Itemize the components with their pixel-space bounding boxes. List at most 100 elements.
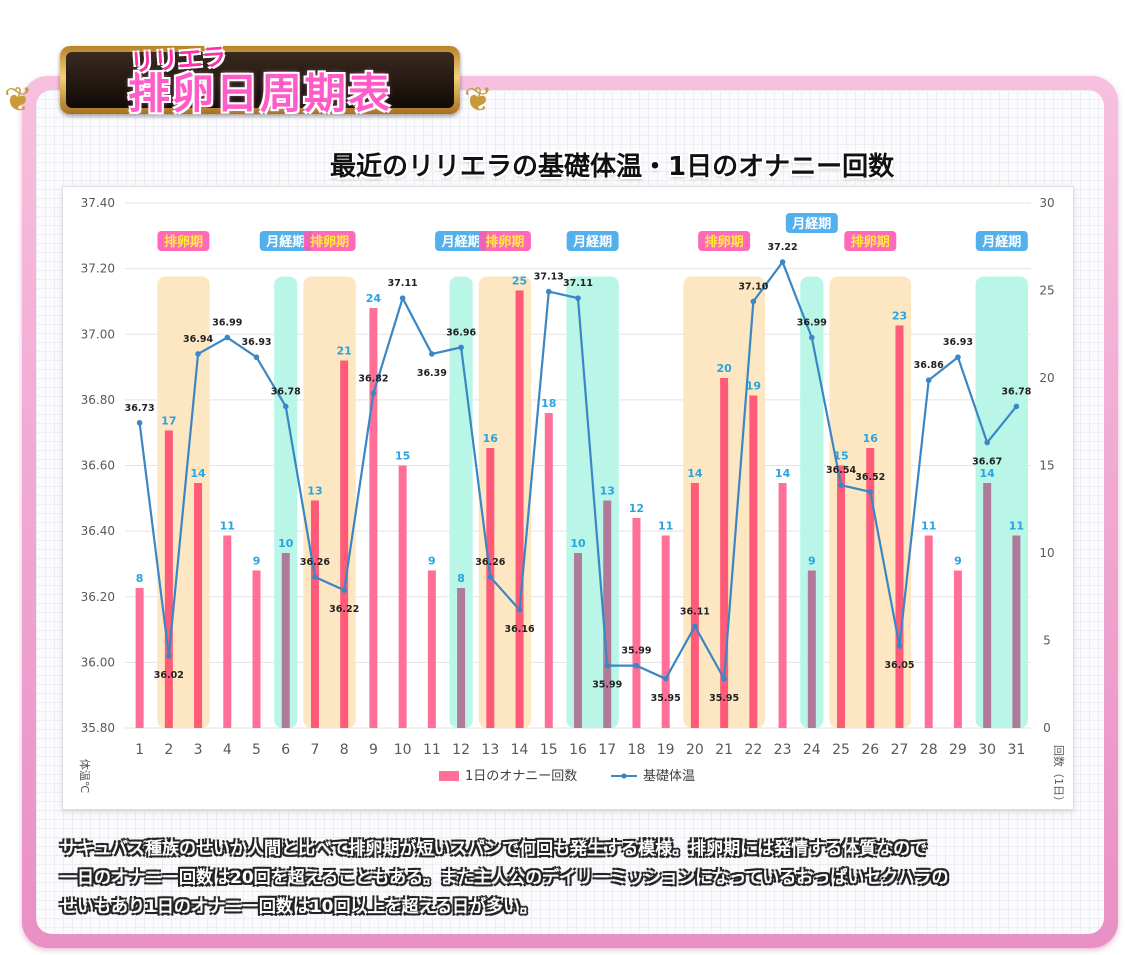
period-tag: 排卵期 (310, 234, 349, 250)
period-tag-bg (157, 231, 210, 251)
x-tick: 5 (252, 742, 261, 758)
x-tick: 16 (569, 742, 587, 758)
x-tick: 24 (803, 742, 821, 758)
period-tag-bg (566, 231, 619, 251)
temperature-point (984, 439, 990, 446)
x-tick: 1 (135, 742, 144, 758)
count-bar (953, 570, 962, 728)
y-right-tick: 15 (1039, 459, 1054, 473)
x-tick: 25 (832, 742, 850, 758)
count-label: 16 (483, 432, 499, 445)
y-right-axis-title: 回数（1日） (1052, 745, 1065, 807)
count-label: 14 (980, 467, 996, 480)
count-bar (310, 500, 319, 728)
temperature-label: 36.78 (1001, 386, 1031, 397)
period-tag: 月経期 (441, 234, 481, 250)
y-right-tick: 0 (1043, 721, 1051, 735)
x-tick: 27 (891, 742, 909, 758)
x-tick: 13 (481, 742, 499, 758)
x-tick: 10 (394, 742, 412, 758)
temperature-label: 35.99 (621, 646, 651, 657)
period-tag: 月経期 (572, 234, 612, 250)
x-tick: 19 (657, 742, 675, 758)
ornament-right-icon: ❦ (464, 80, 493, 120)
temperature-label: 36.16 (505, 624, 535, 635)
x-tick: 2 (164, 742, 173, 758)
count-label: 13 (600, 485, 615, 498)
description-text: サキュバス種族のせいか人間と比べて排卵期が短いスパンで何回も発生する模様。排卵期… (60, 835, 1100, 922)
temperature-point (662, 675, 669, 682)
y-left-tick: 37.00 (81, 327, 115, 341)
period-tag: 月経期 (981, 234, 1021, 250)
count-bar (369, 308, 378, 728)
period-tag: 月経期 (265, 234, 305, 250)
count-label: 25 (512, 275, 527, 288)
period-tag-bg (478, 231, 531, 251)
x-tick: 20 (686, 742, 704, 758)
count-bar (281, 553, 290, 728)
count-bar (866, 448, 875, 728)
temperature-point (516, 607, 523, 613)
temperature-point (1013, 403, 1020, 410)
count-bar (544, 413, 553, 728)
period-tag-bg (975, 231, 1028, 251)
temperature-point (721, 675, 727, 682)
temperature-point (458, 344, 464, 351)
x-tick: 3 (194, 742, 203, 758)
temperature-label: 36.94 (183, 334, 213, 345)
count-label: 20 (716, 362, 732, 375)
count-bar (632, 518, 641, 728)
temperature-label: 36.99 (212, 318, 242, 329)
temperature-label: 36.99 (797, 318, 827, 329)
count-bar (1012, 535, 1021, 728)
count-bar (895, 325, 904, 728)
y-left-axis-title: 体温℃ (78, 759, 92, 793)
y-left-tick: 37.20 (81, 262, 115, 276)
count-bar (164, 430, 173, 728)
menstruation-band (800, 276, 824, 728)
y-left-tick: 36.20 (81, 590, 115, 604)
count-bar (749, 395, 758, 728)
temperature-point (867, 488, 874, 495)
period-tag-bg (844, 231, 897, 251)
x-tick: 29 (949, 742, 967, 758)
y-right-tick: 20 (1039, 371, 1054, 385)
temperature-label: 36.52 (855, 472, 885, 483)
y-left-tick: 35.80 (81, 721, 115, 735)
count-label: 14 (190, 467, 206, 480)
count-label: 13 (307, 485, 322, 498)
x-tick: 23 (774, 742, 792, 758)
count-bar (720, 378, 729, 728)
banner-inner: 排卵日周期表 (66, 52, 454, 118)
chart-heading: 最近のリリエラの基礎体温・1日のオナニー回数 (330, 152, 895, 182)
description-line: 一日のオナニー回数は20回を超えることもある。また主人公のデイリーミッションにな… (60, 868, 949, 888)
temperature-point (896, 643, 903, 649)
x-tick: 14 (511, 742, 529, 758)
description-line: せいもあり1日のオナニー回数は10回以上を超える日が多い。 (60, 897, 537, 917)
x-tick: 17 (598, 742, 616, 758)
period-tag-bg (435, 231, 488, 251)
temperature-point (282, 403, 289, 410)
period-tag: 月経期 (791, 216, 831, 232)
x-tick: 15 (540, 742, 558, 758)
legend-swatch-point (621, 773, 627, 779)
x-tick: 18 (628, 742, 646, 758)
temperature-label: 36.93 (241, 337, 271, 348)
count-bar (807, 570, 816, 728)
temperature-point (692, 623, 698, 630)
x-tick: 11 (423, 742, 441, 758)
temperature-label: 37.22 (768, 242, 798, 253)
temperature-point (633, 662, 640, 669)
description-line: サキュバス種族のせいか人間と比べて排卵期が短いスパンで何回も発生する模様。排卵期… (60, 839, 928, 859)
temperature-label: 36.05 (884, 660, 914, 671)
period-tag: 排卵期 (164, 234, 203, 250)
banner-plate: 排卵日周期表 (60, 46, 460, 118)
count-bar (924, 535, 933, 728)
ornament-left-icon: ❦ (4, 80, 33, 120)
x-tick: 28 (920, 742, 938, 758)
temperature-point (224, 334, 231, 341)
x-tick: 6 (281, 742, 290, 758)
x-tick: 8 (340, 742, 349, 758)
x-tick: 31 (1007, 742, 1025, 758)
